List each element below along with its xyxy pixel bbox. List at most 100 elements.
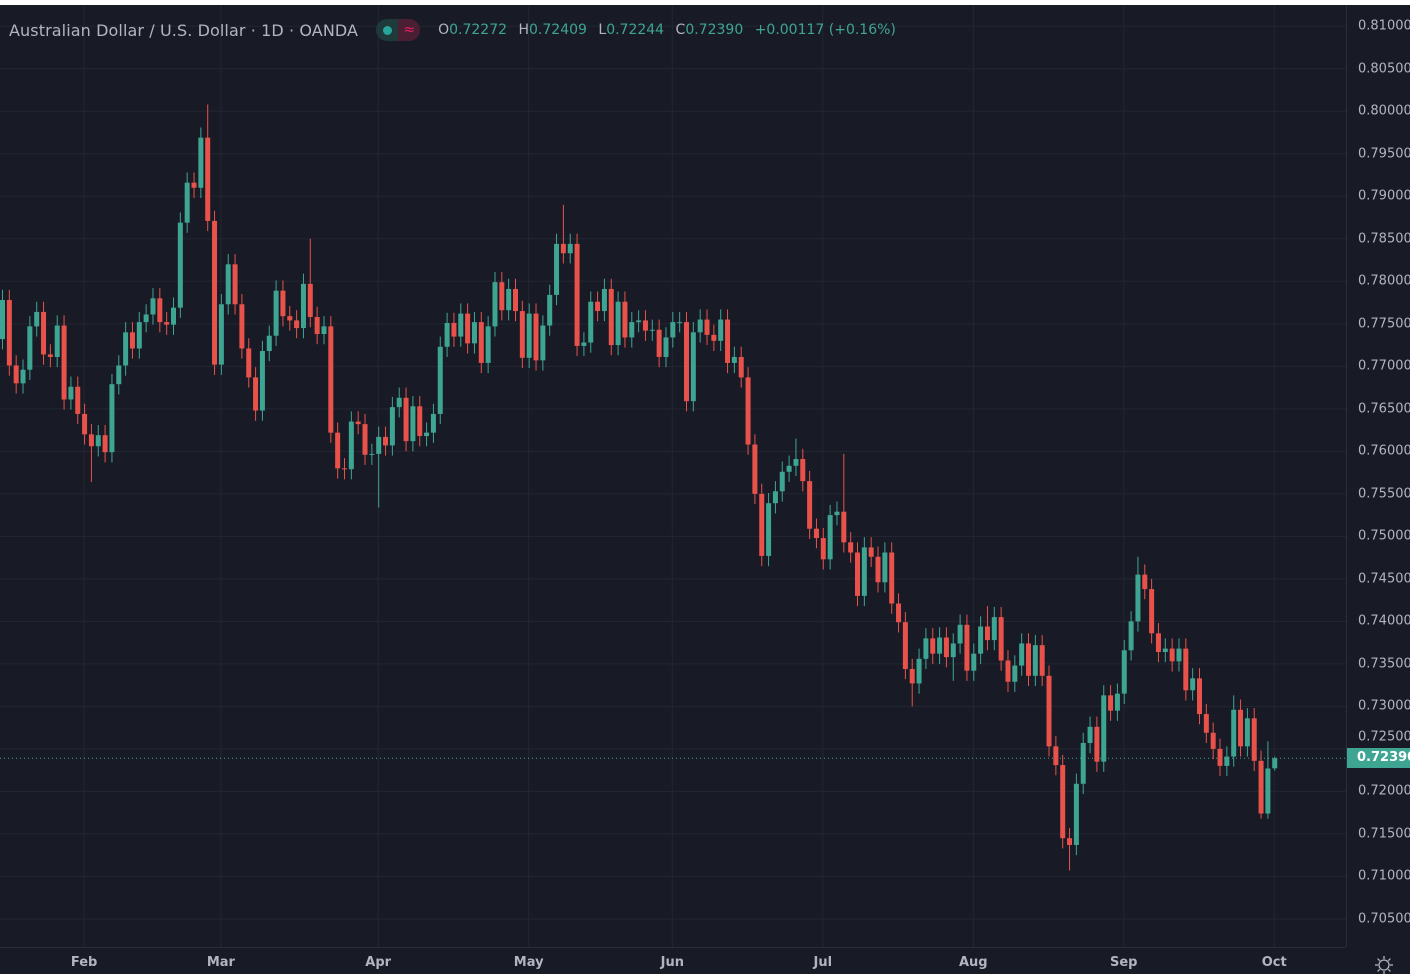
candle-body [1005,660,1011,682]
candle-down [841,453,847,553]
candle-up [834,501,840,526]
candle-body [280,290,286,317]
candle-up [1121,640,1127,704]
candle-body [266,335,272,352]
candle-down [205,104,211,232]
status-pill[interactable]: ≈ [376,19,421,41]
candle-down [1155,623,1161,663]
candle-body [1108,695,1114,711]
candle-down [1217,738,1223,777]
candlestick-chart[interactable] [0,5,1410,974]
candle-body [1026,643,1031,676]
candle-body [916,658,922,684]
candle-down [1142,564,1148,600]
candle-up [458,303,464,347]
candle-down [383,426,389,456]
time-tick-label: Feb [70,955,98,970]
candle-down [47,344,53,368]
open-value: 0.72272 [449,22,508,38]
candle-body [417,406,423,437]
price-tick-label: 0.72500 [1358,729,1410,745]
candle-body [642,320,648,331]
candle-up [971,643,977,681]
candle-up [184,172,190,233]
price-axis[interactable] [1346,5,1410,947]
candle-down [1197,668,1202,725]
candle-down [1149,578,1155,644]
candle-body [485,326,491,363]
candle-body [677,322,683,324]
candle-body [478,322,484,363]
candle-body [259,351,265,411]
candle-body [868,547,874,557]
symbol-title[interactable]: Australian Dollar / U.S. Dollar · 1D · O… [9,20,359,40]
candle-down [1183,638,1189,701]
candle-body [930,638,936,654]
candle-body [690,332,696,402]
candle-body [225,264,231,305]
chart-pane[interactable]: Australian Dollar / U.S. Dollar · 1D · O… [0,5,1410,974]
candle-down [164,311,170,335]
market-open-icon [376,19,399,41]
candle-down [1210,722,1216,760]
candle-down [1039,634,1045,686]
symbol-legend: Australian Dollar / U.S. Dollar · 1D · O… [9,19,896,41]
candle-body [649,329,655,331]
candle-body [348,421,354,470]
candle-body [834,511,840,516]
candle-down [711,324,717,352]
candle-body [1265,768,1271,814]
candle-body [109,384,115,453]
candle-up [150,288,156,325]
candle-body [957,624,963,644]
candle-body [1032,645,1038,676]
candle-body [636,320,642,323]
candle-body [383,436,389,446]
candle-body [1162,648,1168,652]
candle-down [1108,685,1114,721]
candle-down [335,422,341,479]
candle-body [184,182,190,223]
candle-body [759,493,765,556]
change-value: +0.00117 (+0.16%) [754,22,896,38]
candle-body [1019,643,1025,666]
candle-up [950,633,956,681]
candle-body [1060,765,1066,839]
candle-body [129,332,135,349]
candle-up [1080,732,1086,794]
candle-body [923,638,929,659]
candle-down [465,303,471,354]
candle-down [902,612,908,680]
price-tick-label: 0.74000 [1358,613,1410,629]
candle-down [1238,699,1244,757]
candle-down [328,316,334,443]
candle-down [82,403,88,445]
time-axis[interactable] [0,947,1346,975]
candle-up [615,291,621,356]
candle-up [136,311,142,359]
candle-body [1053,746,1059,766]
candle-up [916,648,922,694]
candle-body [177,222,183,308]
candle-body [1203,714,1209,733]
candle-up [1162,638,1168,663]
candle-down [13,355,19,394]
candle-down [560,204,566,264]
candle-up [1224,746,1230,777]
settings-icon[interactable] [1374,955,1394,975]
candle-body [465,313,471,344]
candle-up [1087,716,1093,754]
candle-up [27,316,33,380]
candle-up [0,289,5,350]
candle-body [68,386,74,400]
candle-up [588,291,594,353]
candle-body [793,458,799,466]
candle-up [772,481,778,514]
candle-up [1114,683,1120,721]
candle-body [1217,748,1223,766]
candle-up [123,322,129,376]
candle-up [171,297,176,335]
candle-body [772,491,778,504]
candle-body [6,300,12,366]
candle-body [745,377,751,445]
